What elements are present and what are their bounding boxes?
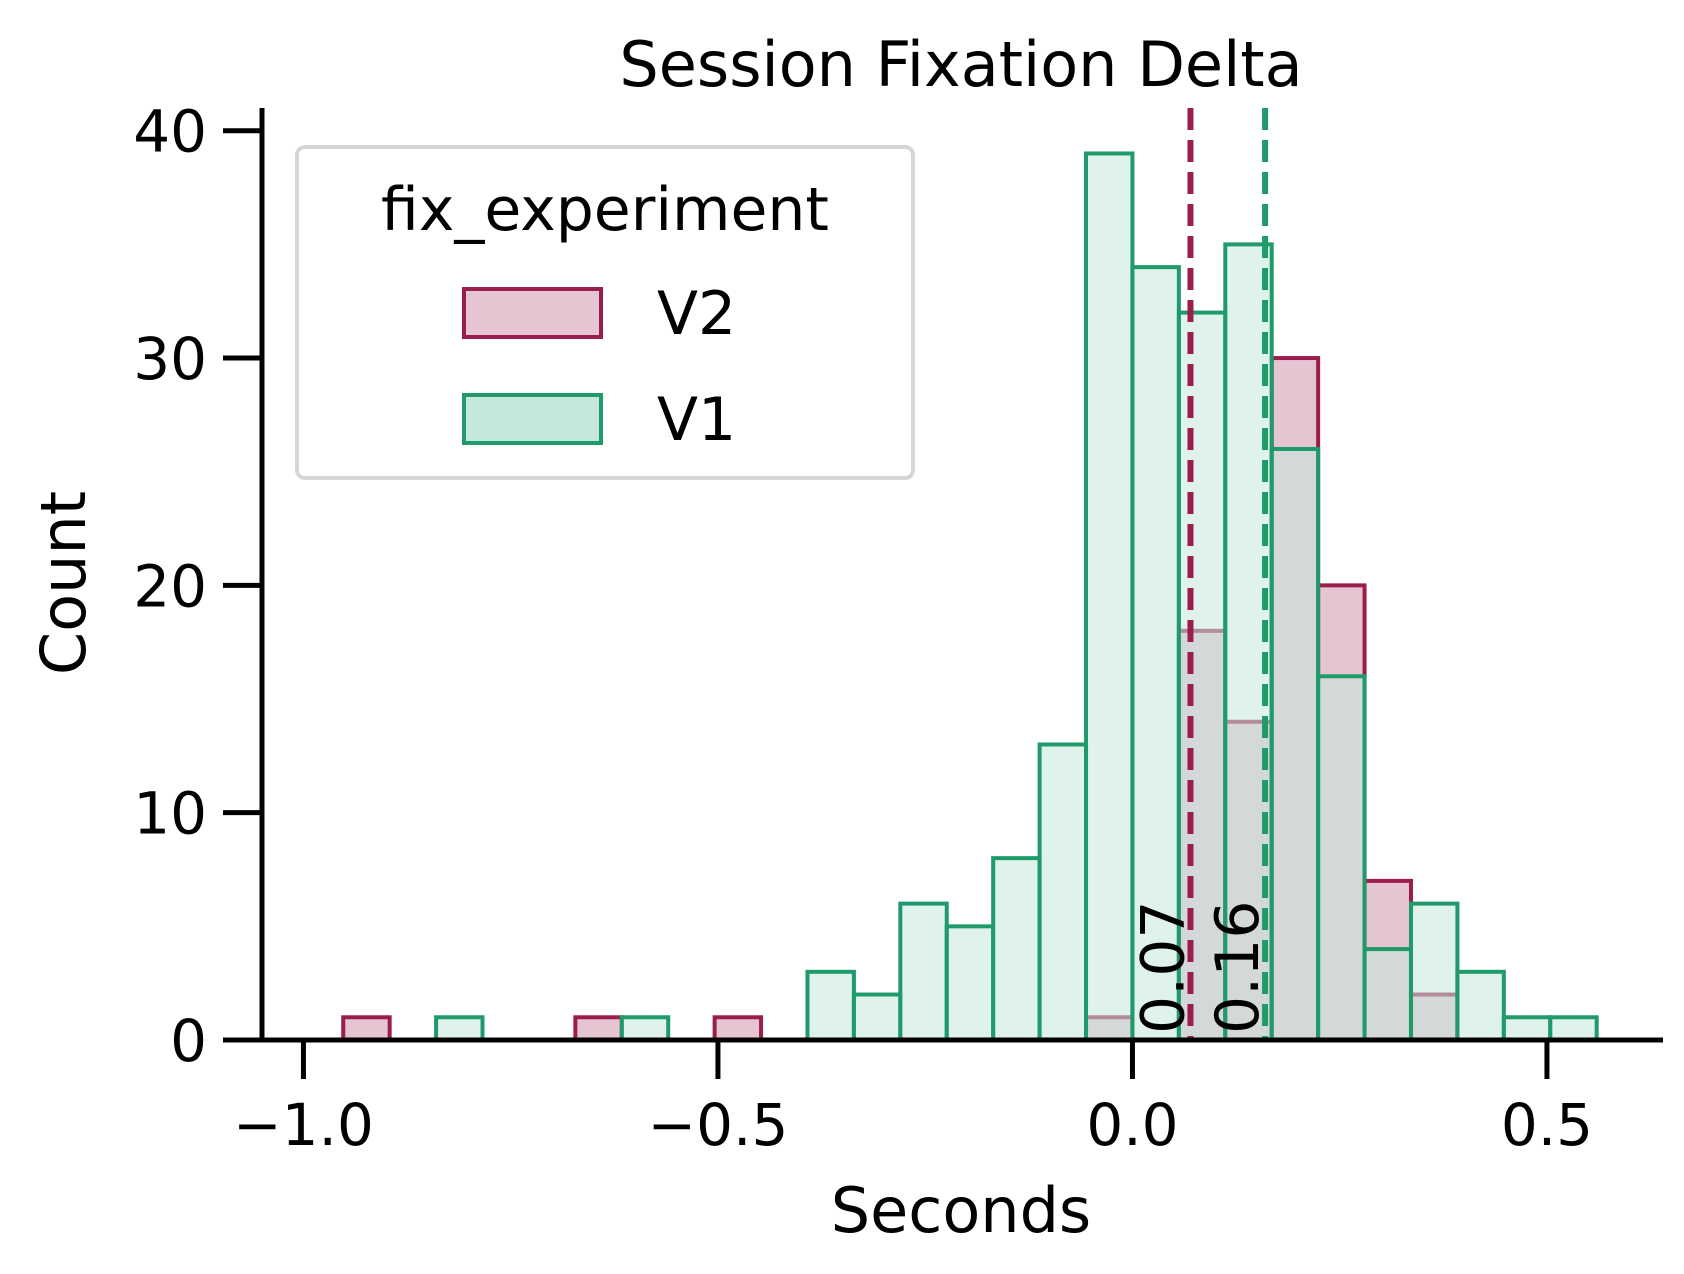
bar-v1-4 [898, 901, 949, 1042]
legend-entries: V2 V1 [462, 279, 736, 455]
bar-v1-13 [1316, 674, 1367, 1042]
bar-v1-17 [1501, 1015, 1553, 1043]
legend-title: fix_experiment [381, 175, 829, 245]
y-tick-label: 40 [133, 98, 207, 166]
bar-v1-0 [434, 1015, 485, 1043]
bar-v1-2 [805, 969, 856, 1042]
x-tick-label: 0.0 [1086, 1091, 1178, 1159]
bar-v2-0 [341, 1015, 392, 1043]
legend-frame [295, 145, 915, 480]
bar-v1-8 [1084, 151, 1135, 1042]
bar-v1-14 [1362, 947, 1413, 1043]
x-tick-label: −1.0 [233, 1091, 374, 1159]
mean-label-v1: 0.16 [1203, 900, 1273, 1034]
bar-v1-1 [619, 1015, 671, 1043]
bar-v1-16 [1455, 969, 1506, 1042]
bar-v1-6 [991, 856, 1042, 1043]
bar-v1-3 [851, 992, 903, 1042]
chart-title: Session Fixation Delta [619, 28, 1302, 101]
x-axis-label: Seconds [831, 1174, 1091, 1247]
mean-label-v2: 0.07 [1128, 900, 1198, 1034]
x-tick-label: 0.5 [1501, 1091, 1593, 1159]
y-tick-label: 10 [133, 780, 207, 848]
axes-layer: −1.0 −0.5 0.0 0.5 0 10 20 30 40 [133, 98, 1663, 1159]
y-tick-label: 30 [133, 325, 207, 393]
mean-lines-layer: 0.07 0.16 [1128, 108, 1273, 1040]
bar-v1-12 [1269, 446, 1321, 1043]
y-tick-label: 0 [170, 1007, 207, 1075]
legend-swatch-v2 [462, 287, 603, 339]
x-tick-label: −0.5 [648, 1091, 789, 1159]
bar-v1-15 [1408, 901, 1460, 1042]
y-tick-label: 20 [133, 552, 207, 620]
bar-v1-18 [1548, 1015, 1599, 1043]
bar-v1-5 [944, 924, 996, 1043]
legend-label-v1: V1 [657, 385, 736, 455]
bar-v2-2 [712, 1015, 764, 1043]
y-axis-label: Count [27, 491, 100, 675]
bars-layer [341, 151, 1599, 1043]
legend: fix_experiment V2 V1 [295, 145, 915, 480]
legend-swatch-v1 [462, 393, 603, 445]
bar-v1-7 [1037, 742, 1089, 1042]
legend-label-v2: V2 [657, 279, 736, 349]
bar-v2-1 [573, 1015, 624, 1043]
